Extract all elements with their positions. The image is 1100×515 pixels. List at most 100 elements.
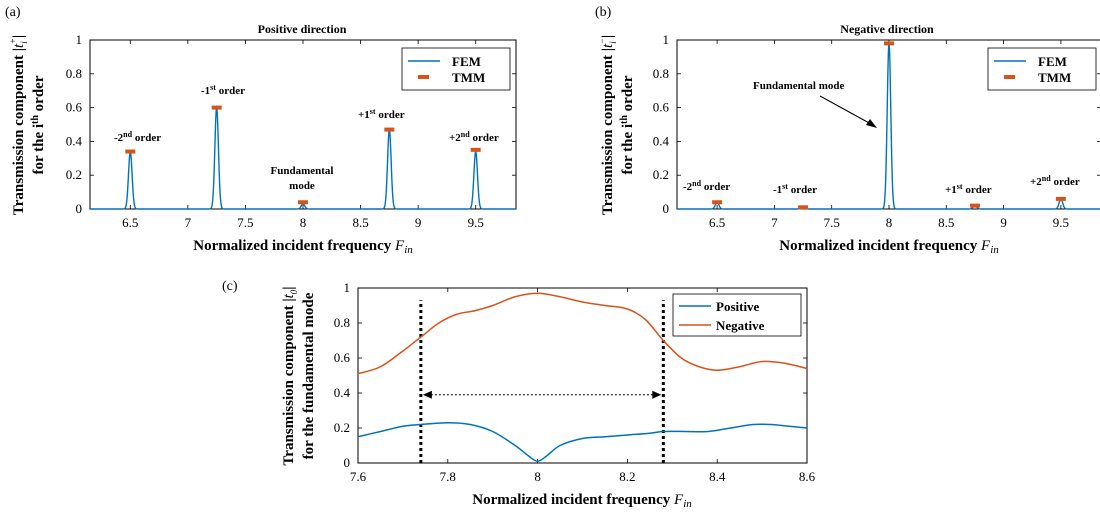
b-tmm-marker xyxy=(1055,196,1066,201)
panel-a-legend: FEM TMM xyxy=(401,47,511,91)
legend-b-tmm-swatch xyxy=(1004,75,1015,79)
legend-b-fem-label: FEM xyxy=(1038,54,1067,69)
panel-b-ylabel-line1: Transmission component |ti−| xyxy=(597,35,618,215)
a-tmm-marker xyxy=(470,147,481,152)
a-ytick-label: 0.2 xyxy=(66,167,82,182)
panel-b-title: Negative direction xyxy=(840,22,934,36)
c-ytick-label: 0 xyxy=(344,455,351,470)
b-tmm-marker xyxy=(884,41,894,46)
a-ytick-label: 0 xyxy=(76,201,83,216)
legend-tmm-label: TMM xyxy=(452,70,485,85)
annotation-b-arrow-head xyxy=(866,119,877,128)
b-ytick-label: 0.2 xyxy=(653,167,669,182)
annotation-b-plus-1st-order: +1st order xyxy=(945,182,992,196)
panel-a-ylabel-line2: for the ith order xyxy=(30,75,47,174)
c-ytick-label: 0.2 xyxy=(334,420,350,435)
legend-tmm-swatch xyxy=(418,75,429,79)
a-ytick-label: 0.4 xyxy=(66,133,83,148)
a-ytick-label: 0.8 xyxy=(66,66,82,81)
panel-c: (c) 7.6 7.8 8 8.2 8.4 8.6 0 0.2 0.4 0.6 0.8 1 Posit… xyxy=(222,279,816,510)
panel-a-label: (a) xyxy=(5,5,21,20)
c-ytick-label: 0.6 xyxy=(334,350,351,365)
b-xtick-label: 9 xyxy=(1000,215,1007,230)
c-xtick-label: 7.6 xyxy=(350,469,367,484)
b-xtick-label: 7 xyxy=(771,215,778,230)
a-xtick-label: 9 xyxy=(415,215,422,230)
panel-b-legend-box xyxy=(987,47,1097,91)
b-tmm-marker xyxy=(969,203,980,208)
b-ytick-label: 0.8 xyxy=(653,66,669,81)
a-tmm-marker xyxy=(211,105,222,110)
panel-c-legend: Positive Negative xyxy=(672,293,802,337)
annotation-b-minus-2nd-order: -2nd order xyxy=(683,179,730,193)
b-xtick-label: 8.5 xyxy=(938,215,954,230)
annotation-plus-1st-order: +1st order xyxy=(358,107,405,121)
legend-c-positive-label: Positive xyxy=(716,299,760,314)
panel-c-plot-area xyxy=(357,292,808,463)
b-xtick-label: 8 xyxy=(886,215,893,230)
c-xtick-label: 7.8 xyxy=(440,469,456,484)
c-xtick-label: 8.6 xyxy=(799,469,816,484)
annotation-minus-2nd-order: -2nd order xyxy=(114,130,161,144)
c-xtick-label: 8.4 xyxy=(709,469,726,484)
panel-c-ylabel-line1: Transmission component |t0| xyxy=(281,286,299,465)
panel-b-legend: FEM TMM xyxy=(987,47,1097,91)
annotation-b-fundamental-mode: Fundamental mode xyxy=(753,80,844,92)
panel-b-ylabel-line2: for the ith order xyxy=(619,75,636,174)
legend-b-tmm-label: TMM xyxy=(1038,70,1071,85)
a-xtick-label: 8 xyxy=(300,215,307,230)
panel-b-xlabel: Normalized incident frequency Fin xyxy=(779,238,999,256)
a-tmm-marker xyxy=(384,127,395,132)
c-ytick-label: 0.4 xyxy=(334,385,351,400)
panel-c-legend-box xyxy=(672,293,802,337)
c-xtick-label: 8.2 xyxy=(619,469,635,484)
panel-b: (b) Negative direction 6.5 7 7.5 8 8.5 9 9.5 0 0… xyxy=(595,5,1100,256)
b-tmm-marker xyxy=(712,200,723,205)
a-ytick-label: 0.6 xyxy=(66,100,83,115)
a-xtick-label: 8.5 xyxy=(352,215,368,230)
annotation-fundamental-mode-line2: mode xyxy=(289,180,315,192)
panel-a-xlabel: Normalized incident frequency Fin xyxy=(193,238,413,256)
c-ytick-label: 1 xyxy=(344,280,351,295)
panel-a-title: Positive direction xyxy=(258,22,347,36)
a-tmm-marker xyxy=(298,200,308,205)
annotation-b-plus-2nd-order: +2nd order xyxy=(1030,174,1080,188)
b-tmm-marker xyxy=(798,205,809,210)
c-ytick-label: 0.8 xyxy=(334,315,350,330)
a-xtick-label: 9.5 xyxy=(468,215,484,230)
legend-fem-label: FEM xyxy=(452,54,481,69)
annotation-b-arrow-line xyxy=(819,95,872,125)
b-ytick-label: 0 xyxy=(663,201,670,216)
c-xtick-label: 8 xyxy=(534,469,541,484)
panel-b-plot-area xyxy=(677,41,1100,210)
annotation-minus-1st-order: -1st order xyxy=(201,83,245,97)
b-xtick-label: 7.5 xyxy=(824,215,840,230)
panel-b-label: (b) xyxy=(595,5,612,20)
a-xtick-label: 6.5 xyxy=(122,215,138,230)
panel-a-legend-box xyxy=(401,47,511,91)
annotation-b-minus-1st-order: -1st order xyxy=(773,182,817,196)
panel-a: (a) Positive direction 6.5 7 7.5 8 8.5 9 9.5 0 0… xyxy=(5,5,517,256)
panel-a-plot-area xyxy=(90,104,516,210)
b-ytick-label: 0.4 xyxy=(653,133,670,148)
annotation-plus-2nd-order: +2nd order xyxy=(449,130,499,144)
b-xtick-label: 9.5 xyxy=(1053,215,1069,230)
a-xtick-label: 7.5 xyxy=(237,215,253,230)
a-xtick-label: 7 xyxy=(185,215,192,230)
c-series-negative-line xyxy=(357,292,808,375)
panel-c-xlabel: Normalized incident frequency Fin xyxy=(472,492,692,510)
panel-c-label: (c) xyxy=(222,279,238,294)
annotation-fundamental-mode-line1: Fundamental xyxy=(271,165,334,177)
c-bandwidth-arrow-head-right xyxy=(652,390,662,399)
c-series-positive-line xyxy=(357,421,808,463)
a-tmm-marker xyxy=(125,149,136,154)
b-ytick-label: 1 xyxy=(663,32,670,47)
panel-c-ylabel-line2: for the fundamental mode xyxy=(301,292,317,459)
b-xtick-label: 6.5 xyxy=(709,215,725,230)
c-bandwidth-arrow-head-left xyxy=(422,390,432,399)
panel-a-ylabel-line1: Transmission component |ti+| xyxy=(8,35,29,215)
a-ytick-label: 1 xyxy=(76,32,83,47)
b-ytick-label: 0.6 xyxy=(653,100,670,115)
legend-c-negative-label: Negative xyxy=(716,318,765,333)
